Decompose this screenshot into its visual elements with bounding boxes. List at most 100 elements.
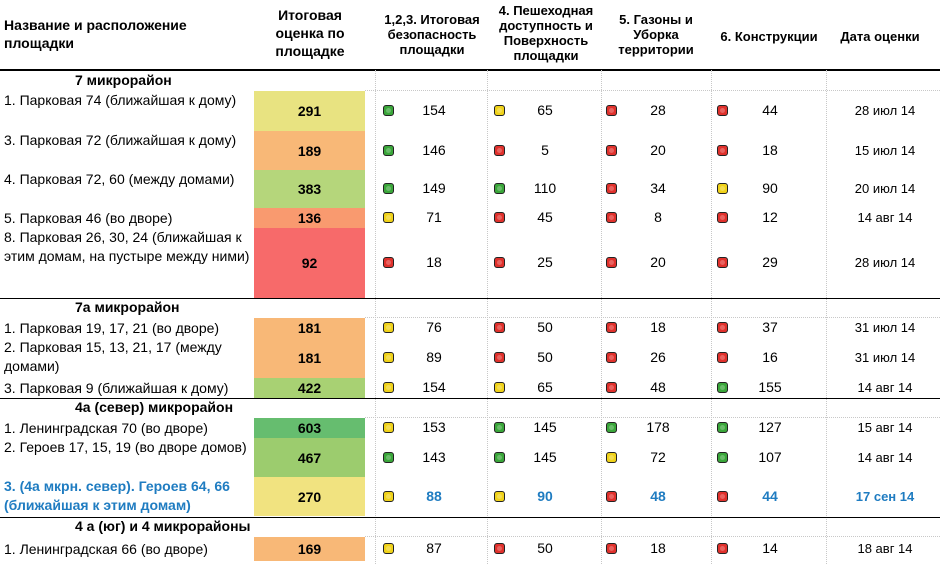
- access-status-icon: [494, 183, 505, 194]
- access-value: 50: [537, 319, 553, 335]
- lawns-value: 48: [650, 379, 666, 395]
- access-status-icon: [494, 145, 505, 156]
- section-guide: [365, 317, 940, 318]
- header-access: 4. Пешеходная доступность и Поверхность …: [498, 3, 594, 63]
- access-value: 5: [541, 142, 549, 158]
- section-guide: [365, 417, 940, 418]
- constructions-value: 16: [762, 349, 778, 365]
- score-cell: 422: [254, 378, 365, 398]
- lawns-status-icon: [606, 257, 617, 268]
- safety-status-icon: [383, 491, 394, 502]
- safety-status-icon: [383, 212, 394, 223]
- score-cell: 270: [254, 477, 365, 516]
- row-date: 28 июл 14: [854, 255, 916, 270]
- header-lawns: 5. Газоны и Уборка территории: [618, 12, 694, 57]
- section-title: 7а микрорайон: [75, 299, 180, 315]
- access-status-icon: [494, 352, 505, 363]
- constructions-value: 44: [762, 488, 778, 504]
- lawns-status-icon: [606, 452, 617, 463]
- lawns-status-icon: [606, 145, 617, 156]
- row-date: 31 июл 14: [854, 350, 916, 365]
- lawns-status-icon: [606, 183, 617, 194]
- safety-status-icon: [383, 422, 394, 433]
- table-row[interactable]: 5. Парковая 46 (во дворе) 136 71 45 8 12 14 ав…: [0, 208, 940, 228]
- constructions-status-icon: [717, 352, 728, 363]
- constructions-status-icon: [717, 422, 728, 433]
- constructions-value: 29: [762, 254, 778, 270]
- row-date: 18 авг 14: [857, 541, 913, 556]
- lawns-status-icon: [606, 322, 617, 333]
- access-status-icon: [494, 322, 505, 333]
- access-status-icon: [494, 422, 505, 433]
- safety-value: 88: [426, 488, 442, 504]
- section-title: 7 микрорайон: [75, 72, 172, 88]
- score-cell: 92: [254, 228, 365, 298]
- table-row[interactable]: 8. Парковая 26, 30, 24 (ближайшая к этим…: [0, 228, 940, 298]
- score-cell: 181: [254, 318, 365, 338]
- safety-value: 87: [426, 540, 442, 556]
- constructions-value: 12: [762, 209, 778, 225]
- header-constructions: 6. Конструкции: [720, 29, 818, 44]
- row-name: 4. Парковая 72, 60 (между домами): [4, 171, 235, 187]
- row-name: 3. Парковая 72 (ближайшая к дому): [4, 132, 237, 148]
- constructions-status-icon: [717, 212, 728, 223]
- access-status-icon: [494, 452, 505, 463]
- score-cell: 181: [254, 338, 365, 378]
- row-name: 2. Парковая 15, 13, 21, 17 (между домами…: [4, 339, 222, 374]
- table-row[interactable]: 1. Ленинградская 66 (во дворе) 169 87 50 18 1…: [0, 537, 940, 561]
- table-row[interactable]: 4. Парковая 72, 60 (между домами) 383 149 1…: [0, 170, 940, 208]
- safety-value: 146: [422, 142, 446, 158]
- section-border: [0, 298, 940, 299]
- constructions-status-icon: [717, 543, 728, 554]
- access-value: 90: [537, 488, 553, 504]
- safety-status-icon: [383, 257, 394, 268]
- table-row[interactable]: 1. Парковая 19, 17, 21 (во дворе) 181 76 50…: [0, 318, 940, 338]
- safety-status-icon: [383, 452, 394, 463]
- header-bottom-border: [0, 69, 940, 71]
- header-safety: 1,2,3. Итоговая безопасность площадки: [384, 12, 480, 57]
- lawns-value: 48: [650, 488, 666, 504]
- table-row[interactable]: 3. Парковая 72 (ближайшая к дому) 189 146 5…: [0, 131, 940, 170]
- access-value: 145: [533, 449, 557, 465]
- constructions-status-icon: [717, 452, 728, 463]
- lawns-status-icon: [606, 212, 617, 223]
- access-status-icon: [494, 105, 505, 116]
- section-border: [0, 398, 940, 399]
- row-name: 1. Ленинградская 70 (во дворе): [4, 419, 208, 436]
- row-date: 31 июл 14: [854, 320, 916, 335]
- lawns-status-icon: [606, 491, 617, 502]
- constructions-status-icon: [717, 382, 728, 393]
- score-cell: 136: [254, 208, 365, 228]
- table-row[interactable]: 3. Парковая 9 (ближайшая к дому) 422 154 65…: [0, 378, 940, 398]
- header-date: Дата оценки: [840, 29, 920, 44]
- row-name: 1. Ленинградская 66 (во дворе): [4, 540, 208, 557]
- constructions-value: 107: [758, 449, 782, 465]
- section-title: 4а (север) микрорайон: [75, 399, 234, 415]
- safety-status-icon: [383, 352, 394, 363]
- lawns-value: 18: [650, 319, 666, 335]
- access-status-icon: [494, 257, 505, 268]
- constructions-status-icon: [717, 145, 728, 156]
- section-border: [0, 517, 940, 518]
- access-status-icon: [494, 491, 505, 502]
- row-date: 20 июл 14: [854, 181, 916, 196]
- score-cell: 467: [254, 438, 365, 477]
- constructions-value: 44: [762, 102, 778, 118]
- table-row[interactable]: 1. Ленинградская 70 (во дворе) 603 153 145 1…: [0, 418, 940, 438]
- row-date: 17 сен 14: [855, 489, 915, 504]
- table-row[interactable]: 2. Героев 17, 15, 19 (во дворе домов) 467…: [0, 438, 940, 477]
- table-row[interactable]: 1. Парковая 74 (ближайшая к дому) 291 154 6…: [0, 91, 940, 131]
- row-date: 28 июл 14: [854, 103, 916, 118]
- lawns-status-icon: [606, 543, 617, 554]
- row-name: 1. Парковая 74 (ближайшая к дому): [4, 92, 237, 108]
- lawns-value: 178: [646, 419, 670, 435]
- score-cell: 383: [254, 170, 365, 208]
- section-title: 4 а (юг) и 4 микрорайоны: [75, 518, 251, 534]
- table-row[interactable]: 2. Парковая 15, 13, 21, 17 (между домами…: [0, 338, 940, 378]
- table-row[interactable]: 3. (4а мкрн. север). Героев 64, 66 (ближ…: [0, 477, 940, 516]
- lawns-value: 34: [650, 180, 666, 196]
- row-date: 15 авг 14: [857, 420, 913, 435]
- access-value: 65: [537, 102, 553, 118]
- row-date: 14 авг 14: [857, 210, 913, 225]
- lawns-status-icon: [606, 382, 617, 393]
